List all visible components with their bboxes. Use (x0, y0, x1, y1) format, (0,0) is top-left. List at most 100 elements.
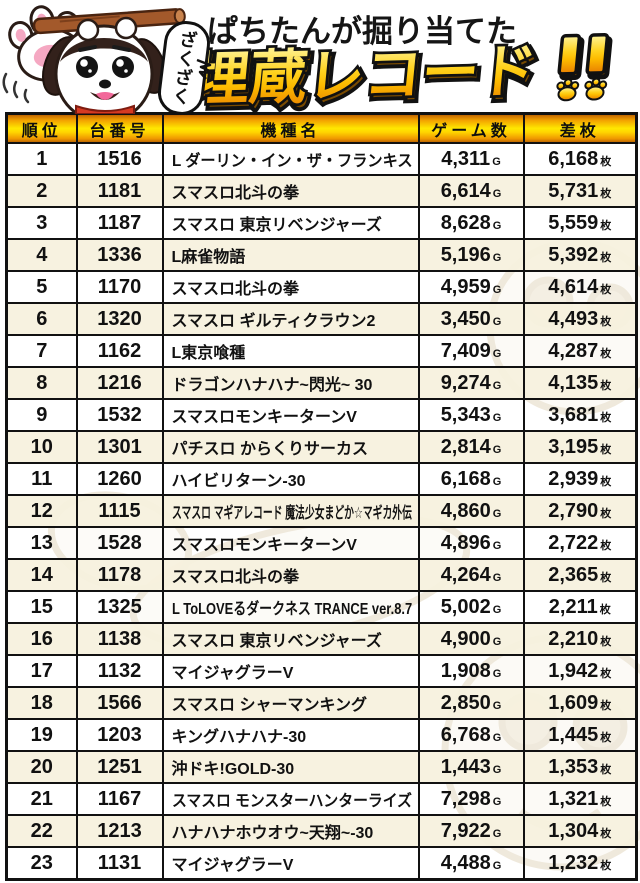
cell-machine-number: 1132 (75, 654, 164, 688)
cell-games-value: 1,908 (440, 659, 491, 682)
cell-games-unit: G (492, 283, 502, 296)
table-row: 14 1178 スマスロ北斗の拳 4,264 G 2,365 枚 (5, 558, 638, 592)
cell-games: 5,002 G (417, 590, 525, 624)
cell-games-value: 9,274 (440, 371, 491, 394)
cell-games: 6,614 G (417, 174, 525, 208)
cell-rank: 22 (5, 814, 78, 848)
cell-games-value: 7,409 (440, 339, 491, 362)
cell-games-value: 4,488 (440, 851, 491, 874)
cell-games-unit: G (492, 315, 502, 328)
machine-name-text: L東京喰種 (171, 345, 246, 362)
table-row: 12 1115 スマスロ マギアレコード 魔法少女まどか☆マギカ外伝 4,860 G 2,… (5, 494, 638, 528)
cell-games-value: 6,614 (440, 179, 491, 202)
cell-rank: 2 (5, 174, 78, 208)
cell-machine-number: 1216 (75, 366, 164, 400)
machine-name-text: スマスロ 東京リベンジャーズ (171, 633, 382, 650)
machine-name-text: ドラゴンハナハナ~閃光~ 30 (171, 377, 373, 394)
cell-rank: 18 (5, 686, 78, 720)
machine-name-text: スマスロ 東京リベンジャーズ (171, 217, 382, 234)
cell-medals-unit: 枚 (600, 443, 612, 456)
cell-medals-value: 1,609 (548, 691, 599, 714)
machine-name-text: キングハナハナ-30 (171, 729, 307, 746)
cell-games-value: 7,922 (440, 819, 491, 842)
cell-games: 1,443 G (417, 750, 525, 784)
cell-games: 4,311 G (417, 142, 525, 176)
cell-medals-unit: 枚 (600, 251, 612, 264)
cell-games-value: 6,768 (440, 723, 491, 746)
cell-games-value: 6,168 (440, 467, 491, 490)
cell-rank: 8 (5, 366, 78, 400)
cell-games-value: 4,959 (440, 275, 491, 298)
cell-medals-value: 2,210 (548, 627, 599, 650)
cell-machine-number: 1251 (75, 750, 164, 784)
machine-name-text: 沖ドキ!GOLD-30 (171, 761, 295, 778)
cell-rank: 17 (5, 654, 78, 688)
cell-medals-unit: 枚 (600, 635, 612, 648)
header-row: 順位 台番号 機種名 ゲーム数 差枚 (5, 112, 638, 144)
cell-medals-unit: 枚 (600, 411, 612, 424)
cell-medals-unit: 枚 (600, 187, 612, 200)
cell-machine-name: スマスロ モンスターハンターライズ (161, 782, 420, 816)
cell-machine-number: 1203 (75, 718, 164, 752)
cell-machine-name: スマスロ ギルティクラウン2 (161, 302, 420, 336)
cell-medals: 2,722 枚 (522, 526, 638, 560)
table-row: 9 1532 スマスロモンキーターンV 5,343 G 3,681 枚 (5, 398, 638, 432)
cell-machine-number: 1178 (75, 558, 164, 592)
cell-medals: 5,559 枚 (522, 206, 638, 240)
cell-medals-value: 5,559 (548, 211, 599, 234)
cell-medals: 2,790 枚 (522, 494, 638, 528)
cell-medals-value: 1,304 (548, 819, 599, 842)
cell-games: 1,908 G (417, 654, 525, 688)
ranking-table: 順位 台番号 機種名 ゲーム数 差枚 1 1516 L ダーリン・イン・ザ・フランキス 4,3… (5, 112, 638, 881)
cell-games-value: 2,850 (440, 691, 491, 714)
cell-medals-value: 4,287 (548, 339, 599, 362)
machine-name-text: L ダーリン・イン・ザ・フランキス (171, 153, 413, 170)
cell-games-unit: G (492, 859, 502, 872)
machine-name-text: マイジャグラーV (171, 857, 294, 874)
cell-rank: 1 (5, 142, 78, 176)
cell-medals-value: 4,493 (548, 307, 599, 330)
cell-games-unit: G (492, 507, 502, 520)
cell-machine-number: 1320 (75, 302, 164, 336)
cell-medals-unit: 枚 (600, 507, 612, 520)
machine-name-text: スマスロ マギアレコード 魔法少女まどか☆マギカ外伝 (171, 505, 412, 522)
cell-medals-value: 1,942 (548, 659, 599, 682)
table-row: 7 1162 L東京喰種 7,409 G 4,287 枚 (5, 334, 638, 368)
table-row: 5 1170 スマスロ北斗の拳 4,959 G 4,614 枚 (5, 270, 638, 304)
cell-games: 4,900 G (417, 622, 525, 656)
cell-games: 9,274 G (417, 366, 525, 400)
cell-games-unit: G (492, 763, 502, 776)
cell-machine-number: 1260 (75, 462, 164, 496)
cell-machine-name: L ダーリン・イン・ザ・フランキス (161, 142, 420, 176)
banner-subtitle: ぱちたんが掘り当てた (207, 14, 517, 49)
cell-medals-unit: 枚 (600, 571, 612, 584)
cell-medals-unit: 枚 (600, 539, 612, 552)
table-row: 8 1216 ドラゴンハナハナ~閃光~ 30 9,274 G 4,135 枚 (5, 366, 638, 400)
cell-games-value: 3,450 (440, 307, 491, 330)
cell-medals: 6,168 枚 (522, 142, 638, 176)
table-row: 6 1320 スマスロ ギルティクラウン2 3,450 G 4,493 枚 (5, 302, 638, 336)
cell-rank: 5 (5, 270, 78, 304)
cell-machine-name: 沖ドキ!GOLD-30 (161, 750, 420, 784)
cell-machine-number: 1301 (75, 430, 164, 464)
machine-name-text: スマスロモンキーターンV (171, 409, 357, 426)
cell-machine-number: 1131 (75, 846, 164, 881)
cell-machine-name: マイジャグラーV (161, 654, 420, 688)
machine-name-text: スマスロ北斗の拳 (171, 281, 300, 298)
cell-games-unit: G (492, 571, 502, 584)
table-row: 13 1528 スマスロモンキーターンV 4,896 G 2,722 枚 (5, 526, 638, 560)
cell-medals-value: 4,614 (548, 275, 599, 298)
cell-machine-name: スマスロ北斗の拳 (161, 270, 420, 304)
cell-games-value: 4,311 (441, 147, 491, 170)
cell-games: 4,488 G (417, 846, 525, 881)
cell-games: 4,860 G (417, 494, 525, 528)
cell-rank: 3 (5, 206, 78, 240)
cell-games: 5,343 G (417, 398, 525, 432)
cell-games: 2,850 G (417, 686, 525, 720)
cell-medals-value: 2,722 (548, 531, 599, 554)
cell-medals-value: 2,365 (548, 563, 599, 586)
cell-machine-number: 1115 (75, 494, 164, 528)
cell-games-value: 4,900 (440, 627, 491, 650)
cell-medals-unit: 枚 (600, 795, 612, 808)
table-row: 2 1181 スマスロ北斗の拳 6,614 G 5,731 枚 (5, 174, 638, 208)
